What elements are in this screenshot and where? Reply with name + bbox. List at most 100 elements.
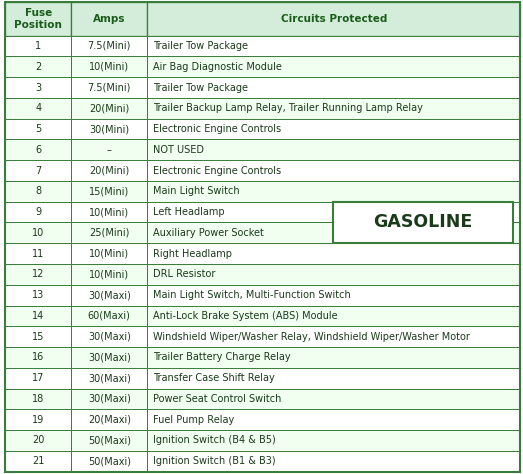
Bar — [5, 118, 71, 139]
Bar — [71, 410, 147, 430]
Text: 12: 12 — [32, 269, 44, 279]
Bar — [5, 430, 71, 451]
Bar — [147, 118, 520, 139]
Bar — [71, 243, 147, 264]
Text: 20(Mini): 20(Mini) — [89, 165, 129, 175]
Text: 10(Mini): 10(Mini) — [89, 248, 129, 259]
Bar — [71, 2, 147, 36]
Bar — [147, 264, 520, 285]
Text: Ignition Switch (B4 & B5): Ignition Switch (B4 & B5) — [153, 436, 275, 446]
Bar — [147, 430, 520, 451]
Bar — [147, 2, 520, 36]
Bar — [71, 306, 147, 326]
Bar — [147, 222, 520, 243]
Bar — [147, 347, 520, 368]
Text: 11: 11 — [32, 248, 44, 259]
Bar — [147, 451, 520, 472]
Text: 7.5(Mini): 7.5(Mini) — [88, 41, 131, 51]
Text: Air Bag Diagnostic Module: Air Bag Diagnostic Module — [153, 62, 281, 72]
Bar — [147, 202, 520, 222]
Text: Main Light Switch, Multi-Function Switch: Main Light Switch, Multi-Function Switch — [153, 290, 350, 300]
Text: Trailer Tow Package: Trailer Tow Package — [153, 41, 247, 51]
Text: 18: 18 — [32, 394, 44, 404]
Bar — [5, 77, 71, 98]
Bar — [71, 368, 147, 389]
Text: Anti-Lock Brake System (ABS) Module: Anti-Lock Brake System (ABS) Module — [153, 311, 337, 321]
Bar — [71, 222, 147, 243]
Bar — [71, 347, 147, 368]
Text: Trailer Tow Package: Trailer Tow Package — [153, 82, 247, 92]
Text: Trailer Backup Lamp Relay, Trailer Running Lamp Relay: Trailer Backup Lamp Relay, Trailer Runni… — [153, 103, 423, 113]
Text: Auxiliary Power Socket: Auxiliary Power Socket — [153, 228, 264, 238]
Bar — [5, 410, 71, 430]
Text: Power Seat Control Switch: Power Seat Control Switch — [153, 394, 281, 404]
Text: 30(Maxi): 30(Maxi) — [88, 332, 131, 342]
Text: 20: 20 — [32, 436, 44, 446]
Text: Circuits Protected: Circuits Protected — [281, 14, 387, 24]
Bar — [5, 243, 71, 264]
Bar — [5, 368, 71, 389]
Bar — [71, 160, 147, 181]
Text: 30(Maxi): 30(Maxi) — [88, 290, 131, 300]
Bar — [147, 77, 520, 98]
Text: 2: 2 — [35, 62, 41, 72]
Text: 19: 19 — [32, 415, 44, 425]
Text: 60(Maxi): 60(Maxi) — [88, 311, 131, 321]
Text: 4: 4 — [35, 103, 41, 113]
Bar — [71, 389, 147, 410]
Text: Right Headlamp: Right Headlamp — [153, 248, 232, 259]
Text: 30(Maxi): 30(Maxi) — [88, 394, 131, 404]
Bar — [147, 56, 520, 77]
Text: 10(Mini): 10(Mini) — [89, 62, 129, 72]
Bar — [71, 118, 147, 139]
Text: 25(Mini): 25(Mini) — [89, 228, 130, 238]
Bar — [5, 160, 71, 181]
Text: 3: 3 — [35, 82, 41, 92]
Bar — [5, 285, 71, 306]
Bar — [5, 202, 71, 222]
Text: 7: 7 — [35, 165, 41, 175]
Bar — [71, 202, 147, 222]
Bar — [147, 326, 520, 347]
Bar — [147, 285, 520, 306]
Bar — [147, 36, 520, 56]
Bar — [5, 181, 71, 202]
Text: –: – — [107, 145, 112, 155]
Bar — [5, 347, 71, 368]
Text: 13: 13 — [32, 290, 44, 300]
Text: Transfer Case Shift Relay: Transfer Case Shift Relay — [153, 373, 275, 383]
Text: 30(Maxi): 30(Maxi) — [88, 353, 131, 363]
Bar — [71, 451, 147, 472]
Bar — [147, 306, 520, 326]
Text: 6: 6 — [35, 145, 41, 155]
Text: 16: 16 — [32, 353, 44, 363]
Text: 10(Mini): 10(Mini) — [89, 207, 129, 217]
Bar — [5, 264, 71, 285]
Bar — [147, 243, 520, 264]
Bar — [71, 326, 147, 347]
Bar — [71, 98, 147, 118]
Text: 7.5(Mini): 7.5(Mini) — [88, 82, 131, 92]
Text: 17: 17 — [32, 373, 44, 383]
Text: Main Light Switch: Main Light Switch — [153, 186, 239, 196]
Bar — [147, 181, 520, 202]
Bar — [71, 77, 147, 98]
Text: 8: 8 — [35, 186, 41, 196]
Text: 30(Maxi): 30(Maxi) — [88, 373, 131, 383]
Bar — [147, 160, 520, 181]
Text: 30(Mini): 30(Mini) — [89, 124, 129, 134]
Text: 14: 14 — [32, 311, 44, 321]
Text: GASOLINE: GASOLINE — [373, 213, 472, 231]
Bar — [5, 2, 71, 36]
Bar — [333, 202, 513, 243]
Bar — [5, 389, 71, 410]
Text: NOT USED: NOT USED — [153, 145, 203, 155]
Bar — [71, 430, 147, 451]
Bar — [5, 36, 71, 56]
Bar — [5, 451, 71, 472]
Text: 20(Maxi): 20(Maxi) — [88, 415, 131, 425]
Bar — [71, 264, 147, 285]
Bar — [71, 181, 147, 202]
Bar — [71, 36, 147, 56]
Text: 15: 15 — [32, 332, 44, 342]
